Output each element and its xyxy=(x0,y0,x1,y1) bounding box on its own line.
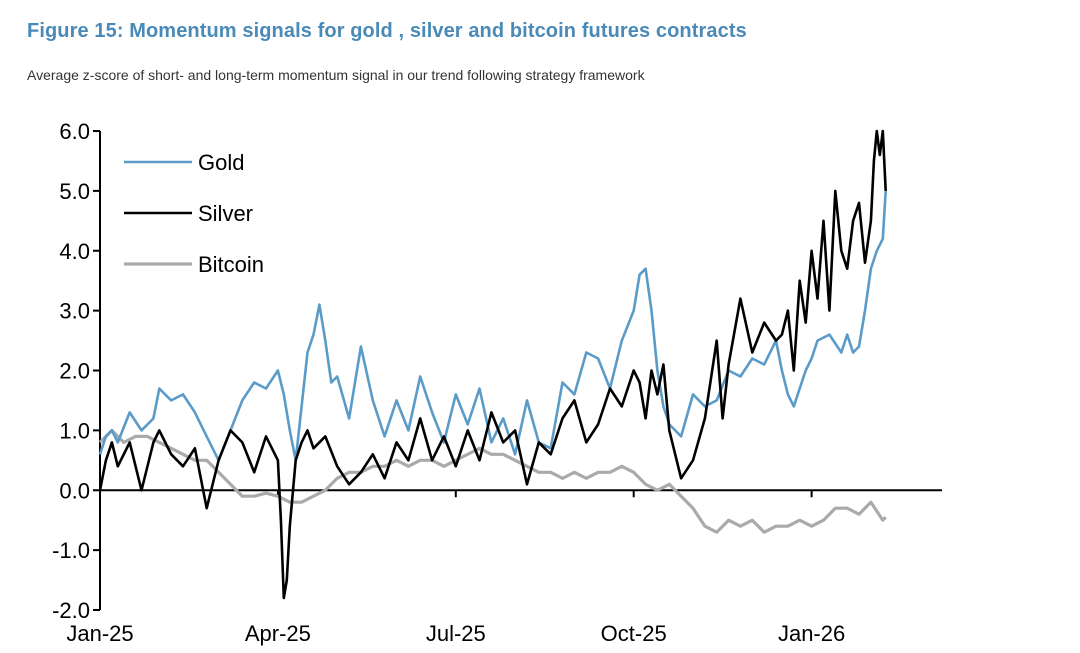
legend-label-silver: Silver xyxy=(198,201,253,226)
y-tick-label: 3.0 xyxy=(59,299,90,324)
y-tick-label: 6.0 xyxy=(59,119,90,144)
legend-label-gold: Gold xyxy=(198,150,244,175)
x-tick-label: Jan-26 xyxy=(778,621,845,646)
y-tick-label: 4.0 xyxy=(59,239,90,264)
figure-subtitle: Average z-score of short- and long-term … xyxy=(27,67,645,83)
x-tick-label: Oct-25 xyxy=(601,621,667,646)
series-line-gold xyxy=(98,190,887,462)
y-tick-label: 2.0 xyxy=(59,359,90,384)
x-tick-label: Apr-25 xyxy=(245,621,311,646)
legend-label-bitcoin: Bitcoin xyxy=(198,252,264,277)
x-tick-label: Jan-25 xyxy=(66,621,133,646)
y-tick-label: 5.0 xyxy=(59,179,90,204)
chart-legend: Gold Silver Bitcoin xyxy=(124,150,264,277)
figure-title: Figure 15: Momentum signals for gold , s… xyxy=(27,20,747,42)
y-tick-label: 0.0 xyxy=(59,478,90,503)
chart-series xyxy=(98,129,887,600)
y-tick-label: -1.0 xyxy=(52,538,90,563)
series-line-bitcoin xyxy=(98,428,887,534)
y-tick-label: -2.0 xyxy=(52,598,90,623)
series-line-silver xyxy=(98,129,887,600)
y-tick-label: 1.0 xyxy=(59,418,90,443)
x-tick-label: Jul-25 xyxy=(426,621,486,646)
